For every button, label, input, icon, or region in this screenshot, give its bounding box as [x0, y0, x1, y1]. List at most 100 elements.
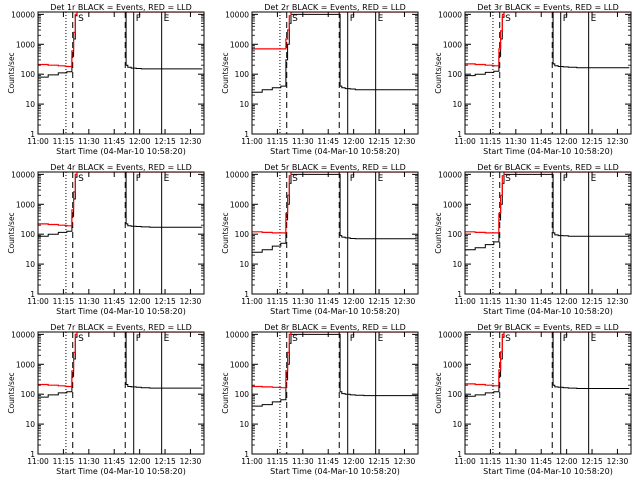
y-tick-label: 100 [235, 70, 250, 79]
lld-series-line [252, 332, 417, 389]
x-tick-label: 12:15 [368, 137, 390, 146]
x-tick-label: 12:00 [129, 137, 151, 146]
marker-label: F [350, 334, 355, 344]
events-series-line [38, 12, 203, 78]
marker-label: E [378, 14, 384, 24]
lld-series-line [252, 12, 417, 50]
y-tick-label: 10 [452, 260, 462, 269]
panel-title: Det 1r BLACK = Events, RED = LLD [50, 3, 192, 12]
lld-series-line [465, 332, 630, 387]
x-axis-label: Start Time (04-Mar-10 10:58:20) [270, 307, 400, 316]
y-tick-label: 1 [30, 450, 35, 459]
x-tick-label: 11:00 [241, 137, 263, 146]
y-tick-label: 100 [21, 390, 36, 399]
plot-area [38, 172, 203, 294]
x-tick-label: 12:30 [180, 137, 202, 146]
lld-series-line [465, 172, 630, 234]
panel-title: Det 7r BLACK = Events, RED = LLD [50, 323, 192, 332]
x-tick-label: 11:00 [454, 457, 476, 466]
x-tick-label: 12:30 [180, 297, 202, 306]
x-tick-label: 11:00 [454, 137, 476, 146]
plot-area [465, 172, 630, 294]
x-axis-label: Start Time (04-Mar-10 10:58:20) [56, 147, 186, 156]
x-tick-label: 11:30 [78, 137, 100, 146]
x-tick-label: 12:30 [394, 137, 416, 146]
x-tick-label: 12:15 [581, 457, 603, 466]
marker-label: F [136, 14, 141, 24]
x-axis-label: Start Time (04-Mar-10 10:58:20) [483, 467, 613, 476]
x-tick-label: 11:00 [241, 297, 263, 306]
y-tick-label: 100 [235, 230, 250, 239]
y-tick-label: 1000 [443, 360, 462, 369]
plot-frame [464, 11, 632, 135]
lld-series-line [38, 172, 203, 227]
y-tick-label: 1 [244, 130, 249, 139]
x-tick-label: 12:15 [154, 137, 176, 146]
plot-frame [37, 331, 205, 455]
x-tick-label: 11:45 [530, 457, 552, 466]
x-tick-label: 12:00 [129, 297, 151, 306]
y-axis-label: Counts/sec [7, 212, 16, 253]
x-tick-label: 11:30 [505, 137, 527, 146]
x-tick-label: 11:15 [480, 457, 502, 466]
marker-label: S [78, 14, 84, 24]
x-tick-label: 11:30 [78, 457, 100, 466]
marker-label: S [292, 14, 298, 24]
y-tick-label: 10000 [438, 10, 462, 19]
y-tick-label: 1 [244, 290, 249, 299]
plot-area [38, 332, 203, 454]
marker-label: E [378, 334, 384, 344]
y-tick-label: 10 [239, 260, 249, 269]
x-tick-label: 12:30 [394, 297, 416, 306]
panel-title: Det 3r BLACK = Events, RED = LLD [477, 3, 619, 12]
y-tick-label: 10000 [225, 10, 249, 19]
y-tick-label: 1 [30, 130, 35, 139]
plot-frame [37, 11, 205, 135]
plot-area [38, 12, 203, 134]
detector-panel: S F E Det 5r BLACK = Events, RED = LLD 11:00… [221, 163, 419, 316]
x-tick-label: 11:15 [267, 457, 289, 466]
x-tick-label: 11:45 [317, 137, 339, 146]
events-series-line [465, 12, 630, 77]
events-series-line [465, 173, 630, 251]
y-tick-label: 100 [448, 70, 463, 79]
y-tick-label: 10 [25, 420, 35, 429]
x-tick-label: 12:00 [556, 457, 578, 466]
x-tick-label: 12:15 [154, 297, 176, 306]
plot-area [465, 12, 630, 134]
marker-label: S [505, 14, 511, 24]
plot-area [252, 12, 417, 134]
lld-series-line [38, 12, 203, 68]
marker-label: E [591, 14, 597, 24]
y-tick-label: 1 [457, 130, 462, 139]
marker-label: E [164, 174, 170, 184]
plot-area [465, 332, 630, 454]
panel-title: Det 6r BLACK = Events, RED = LLD [477, 163, 619, 172]
detector-panel: S F E Det 8r BLACK = Events, RED = LLD 11:00… [221, 323, 419, 476]
y-tick-label: 1000 [230, 40, 249, 49]
x-tick-label: 12:15 [581, 297, 603, 306]
plot-frame [464, 331, 632, 455]
x-tick-label: 11:15 [480, 137, 502, 146]
y-tick-label: 1 [30, 290, 35, 299]
marker-label: S [78, 174, 84, 184]
y-tick-label: 10000 [438, 330, 462, 339]
x-tick-label: 11:15 [267, 297, 289, 306]
panel-title: Det 9r BLACK = Events, RED = LLD [477, 323, 619, 332]
marker-label: F [563, 334, 568, 344]
x-tick-label: 12:15 [368, 457, 390, 466]
x-tick-label: 12:00 [343, 297, 365, 306]
y-tick-label: 100 [448, 230, 463, 239]
x-tick-label: 12:00 [343, 137, 365, 146]
y-tick-label: 1000 [16, 360, 35, 369]
plot-frame [251, 331, 419, 455]
y-tick-label: 10000 [11, 330, 35, 339]
y-tick-label: 1 [457, 450, 462, 459]
y-tick-label: 100 [21, 230, 36, 239]
y-tick-label: 10 [239, 100, 249, 109]
y-tick-label: 10 [239, 420, 249, 429]
x-tick-label: 12:30 [180, 457, 202, 466]
plot-frame [251, 171, 419, 295]
